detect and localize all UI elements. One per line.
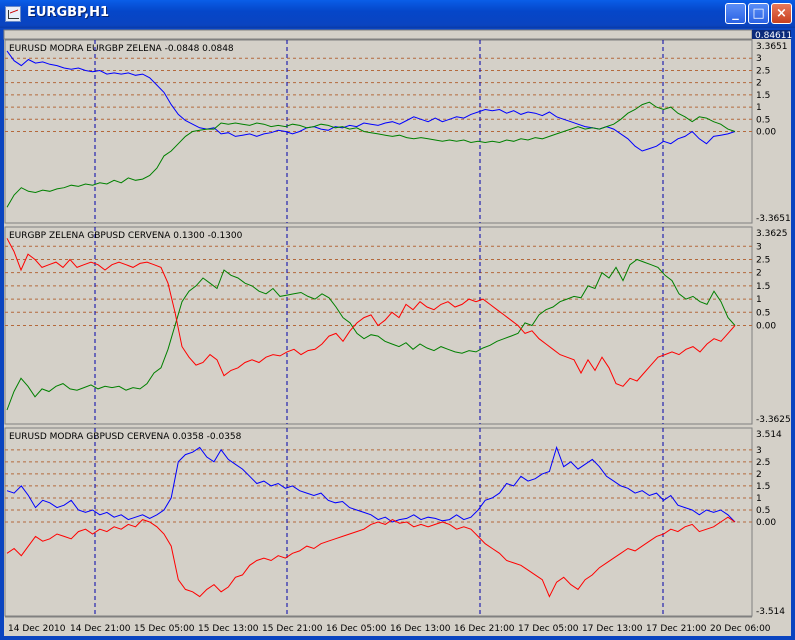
time-label: 17 Dec 05:00 (518, 624, 579, 634)
panel-max-label: 3.3651 (756, 42, 788, 52)
time-label: 16 Dec 05:00 (326, 624, 387, 634)
minimize-button[interactable]: _ (725, 3, 746, 24)
price-strip (3, 29, 753, 40)
panel-min-label: -3.514 (756, 607, 785, 617)
panel-max-label: 3.3625 (756, 229, 788, 239)
level-label: 1.5 (756, 482, 770, 492)
close-button[interactable]: × (771, 3, 792, 24)
time-label: 15 Dec 05:00 (134, 624, 195, 634)
level-label: 2 (756, 269, 762, 279)
time-label: 14 Dec 21:00 (70, 624, 131, 634)
level-label: 0.5 (756, 506, 770, 516)
level-label: 1.5 (756, 282, 770, 292)
price-box (752, 30, 791, 39)
level-label: 0.00 (756, 518, 776, 528)
series-line (6, 516, 736, 598)
series-line (6, 445, 736, 523)
level-label: 1 (756, 494, 762, 504)
time-label: 15 Dec 13:00 (198, 624, 259, 634)
time-label: 20 Dec 06:00 (710, 624, 771, 634)
level-label: 3 (756, 242, 762, 252)
level-label: 2.5 (756, 458, 770, 468)
series-line (6, 50, 736, 152)
time-label: 14 Dec 2010 (8, 624, 66, 634)
panel-min-label: -3.3625 (756, 415, 791, 425)
level-label: 0.00 (756, 128, 776, 138)
price-label: 0.84611 (755, 31, 792, 41)
panel-label: EURUSD MODRA EURGBP ZELENA -0.0848 0.084… (9, 44, 234, 54)
chart-window-icon[interactable] (5, 6, 21, 22)
window-title: EURGBP,H1 (27, 5, 110, 20)
level-label: 2 (756, 79, 762, 89)
time-axis: 14 Dec 2010 14 Dec 21:00 15 Dec 05:00 15 De… (5, 616, 771, 634)
panel-min-label: -3.3651 (756, 214, 791, 224)
level-label: 0.5 (756, 308, 770, 318)
time-label: 17 Dec 13:00 (582, 624, 643, 634)
time-label: 16 Dec 13:00 (390, 624, 451, 634)
panel-label: EURGBP ZELENA GBPUSD CERVENA 0.1300 -0.1… (9, 231, 243, 241)
level-label: 3 (756, 446, 762, 456)
level-label: 0.00 (756, 322, 776, 332)
time-label: 15 Dec 21:00 (262, 624, 323, 634)
level-label: 2 (756, 470, 762, 480)
level-label: 1 (756, 103, 762, 113)
series-line (6, 101, 736, 208)
time-label: 16 Dec 21:00 (454, 624, 515, 634)
level-label: 2.5 (756, 255, 770, 265)
panels: 3 2.5 2 1.5 1 0.5 0.00 EURUSD MODRA EURGBP ZELE… (4, 39, 791, 617)
maximize-button[interactable]: □ (748, 3, 769, 24)
level-label: 0.5 (756, 115, 770, 125)
level-label: 1 (756, 295, 762, 305)
indicator-panel[interactable]: 3 2.5 2 1.5 1 0.5 0.00 EURGBP ZELENA GBPUSD CER… (4, 226, 791, 425)
panel-max-label: 3.514 (756, 430, 782, 440)
level-label: 1.5 (756, 91, 770, 101)
indicator-panel[interactable]: 3 2.5 2 1.5 1 0.5 0.00 EURUSD MODRA EURGBP ZELE… (4, 39, 791, 224)
window-titlebar[interactable]: EURGBP,H1 _ □ × (0, 0, 795, 28)
series-line (6, 238, 736, 387)
indicator-panel[interactable]: 3 2.5 2 1.5 1 0.5 0.00 EURUSD MODRA GBPUSD CERV… (4, 427, 785, 617)
level-label: 3 (756, 54, 762, 64)
time-label: 17 Dec 21:00 (646, 624, 707, 634)
panel-label: EURUSD MODRA GBPUSD CERVENA 0.0358 -0.03… (9, 432, 242, 442)
series-line (6, 258, 736, 411)
level-label: 2.5 (756, 66, 770, 76)
